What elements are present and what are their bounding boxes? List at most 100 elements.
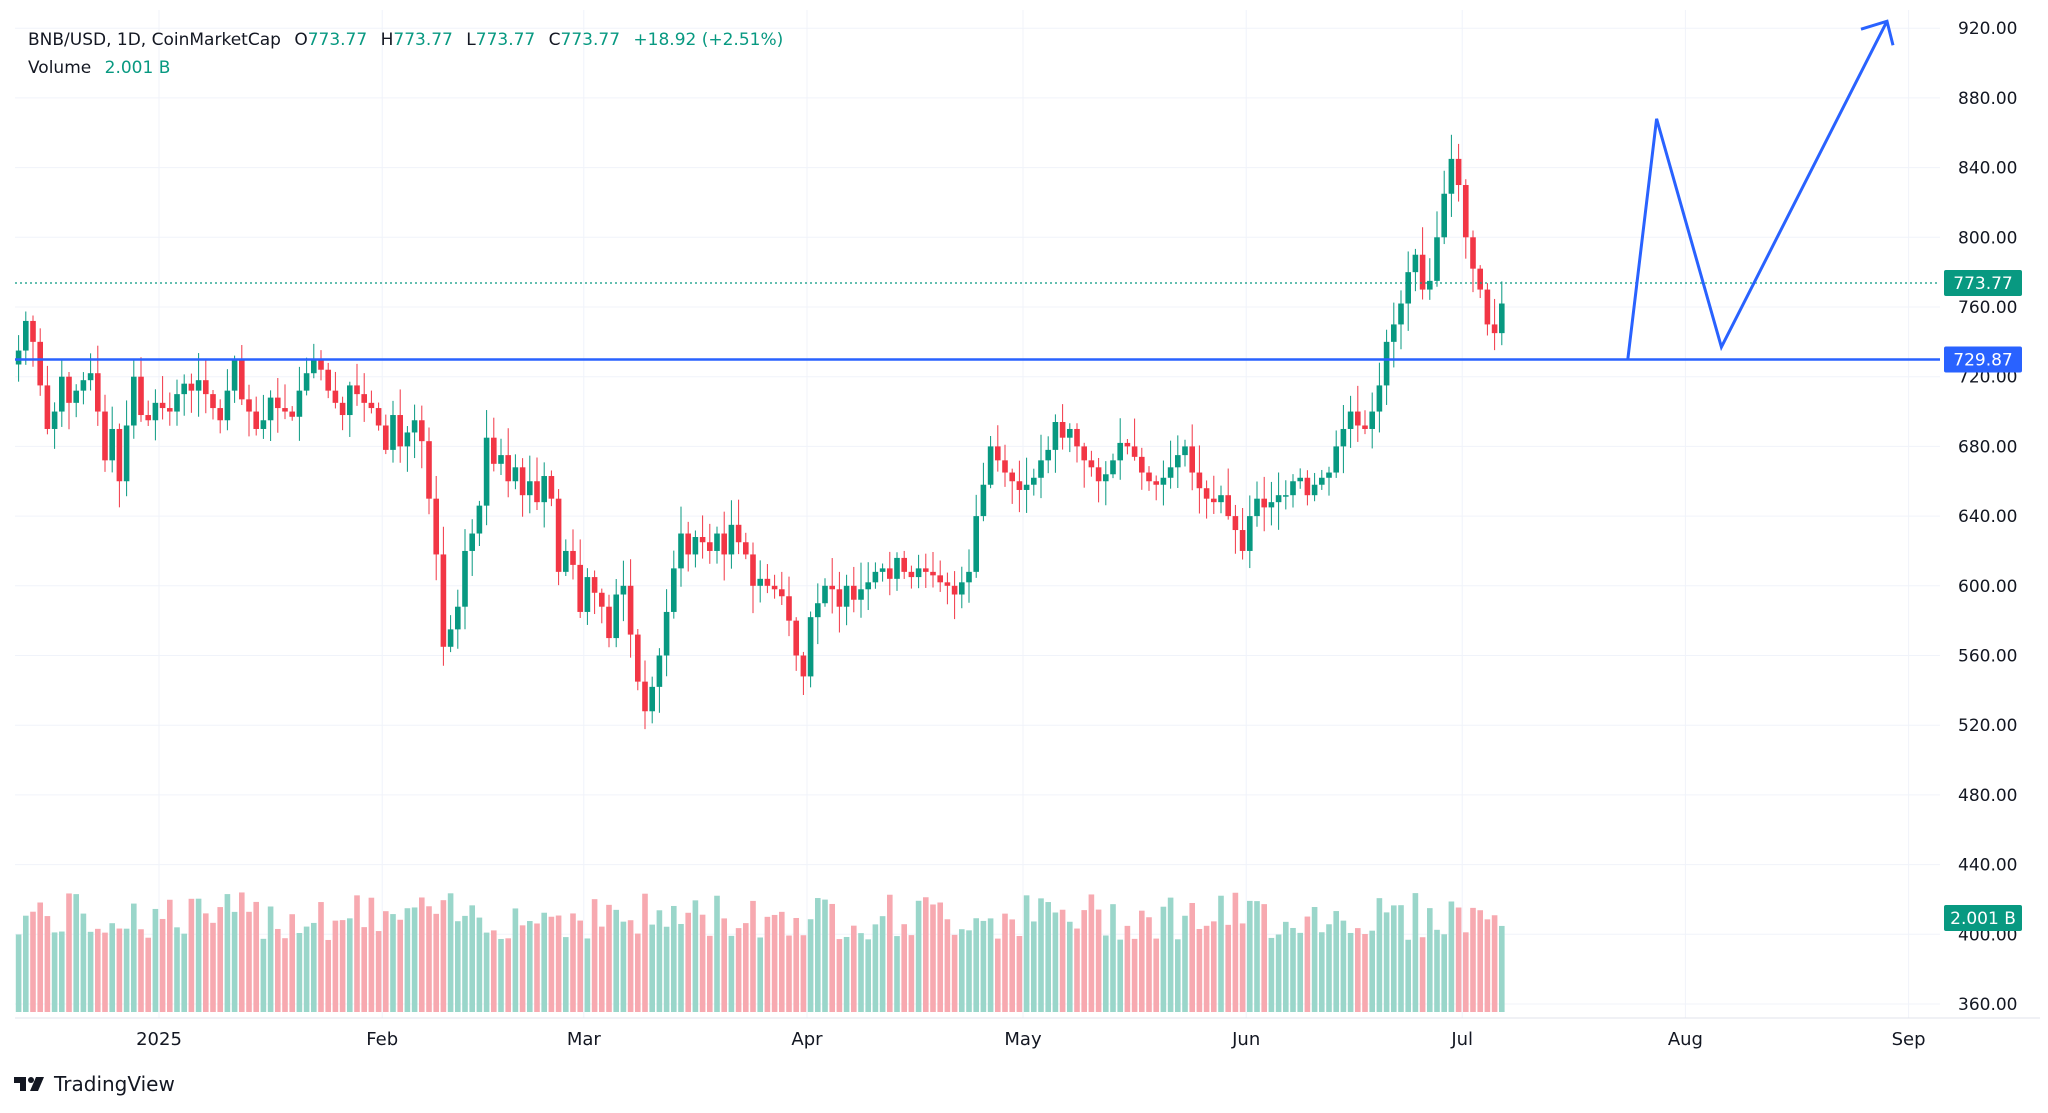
volume-bar: [743, 923, 749, 1012]
volume-bar: [1218, 895, 1224, 1012]
price-tick-label: 360.00: [1958, 995, 2017, 1015]
candle-body: [627, 585, 634, 635]
volume-bar: [1023, 895, 1030, 1012]
volume-bar: [23, 915, 29, 1012]
volume-bar: [901, 924, 907, 1012]
volume-bar: [577, 920, 583, 1012]
arrow-head: [1860, 19, 1895, 46]
volume-bar: [1175, 939, 1181, 1012]
candle-body: [224, 390, 231, 421]
volume-row: Volume 2.001 B: [28, 54, 783, 82]
volume-bar: [894, 936, 900, 1012]
volume-bar: [879, 916, 886, 1012]
candle-body: [73, 390, 79, 403]
volume-bar: [1427, 908, 1433, 1012]
volume-bar: [930, 904, 936, 1012]
candle-body: [563, 550, 569, 572]
volume-bar: [217, 907, 223, 1012]
candle-body: [1333, 446, 1339, 473]
candle-body: [347, 385, 353, 416]
volume-bar: [937, 902, 943, 1012]
volume-bar: [433, 913, 439, 1012]
candle-body: [829, 585, 835, 590]
price-axis[interactable]: 920.00 880.00 840.00 800.00 760.00 720.00 680.…: [1944, 19, 2022, 1015]
candle-body: [1045, 449, 1051, 461]
volume-bar: [1146, 917, 1152, 1012]
candle-body: [397, 415, 403, 447]
volume-bar: [563, 937, 569, 1012]
volume-bar: [843, 936, 850, 1012]
ohlc-row: BNB/USD, 1D, CoinMarketCap O773.77 H773.…: [28, 26, 783, 54]
volume-bar: [678, 923, 684, 1012]
candle-body: [851, 585, 857, 600]
candle-body: [1175, 455, 1181, 468]
volume-bar: [1369, 930, 1375, 1012]
volume-bar: [728, 935, 735, 1012]
candle-body: [95, 373, 101, 412]
candle-body: [15, 350, 22, 365]
volume-bar: [203, 913, 209, 1012]
candle-body: [750, 554, 756, 586]
volume-bar: [541, 912, 547, 1012]
volume-bar: [109, 923, 115, 1012]
tradingview-logo[interactable]: TradingView: [14, 1072, 175, 1096]
candle-body: [1419, 254, 1426, 290]
candle-body: [1254, 498, 1260, 517]
volume-bar: [1189, 902, 1195, 1012]
candles: [15, 134, 1505, 730]
candle-body: [865, 582, 871, 590]
volume-bar: [793, 917, 799, 1012]
volume-bar: [779, 911, 785, 1012]
volume-bar: [1398, 905, 1404, 1012]
volume-bar: [872, 924, 879, 1012]
volume-bar: [289, 914, 295, 1012]
price-tick-label: 520.00: [1958, 716, 2017, 736]
candle-body: [1218, 495, 1224, 503]
time-tick-label: 2025: [136, 1029, 182, 1050]
candle-body: [894, 557, 900, 579]
candle-body: [1427, 280, 1433, 290]
candle-body: [1326, 472, 1332, 478]
symbol-label[interactable]: BNB/USD, 1D, CoinMarketCap: [28, 30, 281, 50]
candle-body: [512, 467, 519, 482]
volume-bar: [570, 913, 576, 1012]
volume-bar: [714, 895, 720, 1012]
high-value: 773.77: [393, 30, 453, 50]
candle-body: [23, 320, 29, 351]
candle-body: [879, 568, 886, 572]
volume-bar: [246, 911, 252, 1012]
candle-body: [505, 455, 511, 482]
volume-bar: [375, 931, 382, 1012]
candle-body: [483, 437, 490, 506]
candle-body: [87, 373, 94, 381]
volume-bar: [1311, 907, 1318, 1012]
candle-body: [383, 425, 389, 450]
volume-label[interactable]: Volume: [28, 58, 92, 78]
candle-body: [253, 411, 259, 429]
candle-body: [102, 411, 108, 461]
open-value: 773.77: [307, 30, 368, 50]
volume-bar: [995, 938, 1001, 1012]
candle-body: [1074, 428, 1080, 447]
volume-bar: [174, 927, 180, 1012]
candle-body: [440, 554, 447, 647]
volume-bar: [275, 928, 281, 1012]
drawings[interactable]: [15, 19, 1940, 361]
candle-body: [1319, 477, 1325, 485]
volume-bar: [224, 894, 231, 1012]
volume-badge-label: 2.001 B: [1950, 909, 2016, 929]
candle-body: [1095, 467, 1102, 482]
open-label: O: [294, 30, 308, 50]
candle-body: [692, 537, 699, 555]
volume-bar: [721, 918, 727, 1012]
candle-body: [548, 476, 555, 499]
volume-bar: [419, 897, 425, 1012]
time-axis[interactable]: 2025 Feb Mar Apr May Jun Jul Aug Sep: [136, 1029, 1925, 1050]
candle-body: [671, 568, 677, 612]
volume-bar: [1261, 904, 1267, 1012]
brand-name: TradingView: [54, 1072, 175, 1096]
candle-body: [332, 390, 339, 403]
candle-body: [555, 498, 562, 572]
time-tick-label: Feb: [366, 1029, 398, 1050]
